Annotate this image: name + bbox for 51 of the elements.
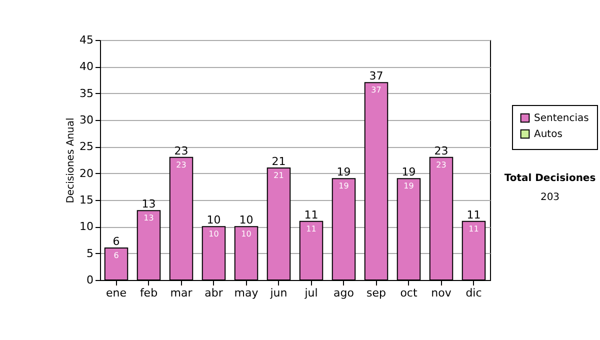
x-tick-label: dic [466,286,482,300]
y-tick-label: 25 [80,140,94,154]
x-tick-label: mar [170,286,193,300]
data-label: 23 [436,160,446,170]
total-label: 11 [304,208,318,222]
x-tick-label: sep [366,286,386,300]
text: 203 [540,192,560,203]
y-tick-label: 10 [80,220,94,234]
x-tick-label: feb [140,286,158,300]
x-tick-label: ene [106,286,127,300]
legend-label: Autos [534,129,562,140]
x-tick-label: jul [304,286,318,300]
x-tick-label: may [234,286,259,300]
data-label: 21 [274,171,284,180]
y-tick-label: 20 [80,166,94,180]
data-label: 11 [306,224,316,234]
total-label: 37 [369,70,384,83]
total-label: 11 [466,208,481,222]
y-tick-label: 40 [80,60,94,74]
total-label: 10 [239,214,254,227]
x-tick-label: abr [204,286,224,300]
data-label: 6 [114,251,119,260]
total-label: 10 [206,214,221,227]
total-label: 19 [402,166,416,179]
data-label: 10 [241,230,252,239]
legend-label: Sentencias [534,113,589,124]
data-label: 37 [371,86,382,95]
x-tick-label: jun [269,286,288,300]
y-tick-label: 35 [80,86,94,100]
total-label: 23 [434,144,448,158]
data-label: 23 [176,160,186,170]
total-label: 19 [336,166,351,179]
x-tick-label: oct [400,286,418,300]
total-label: 6 [112,235,120,248]
x-tick-label: ago [334,286,354,300]
y-axis-title: Decisiones Anual [66,118,77,204]
data-label: 19 [338,182,349,191]
y-tick-label: 30 [80,114,94,126]
data-label: 10 [208,230,219,239]
y-tick-label: 0 [86,274,94,286]
data-label: 11 [468,224,479,234]
y-tick-label: 5 [86,246,94,260]
text: Total Decisiones [504,173,596,184]
data-label: 13 [144,214,154,223]
y-tick-label: 45 [80,34,94,46]
total-label: 21 [272,155,286,168]
x-tick-label: nov [431,286,452,300]
total-label: 23 [174,144,188,158]
total-label: 13 [142,198,156,211]
y-tick-label: 15 [80,194,94,206]
data-label: 19 [404,182,414,191]
